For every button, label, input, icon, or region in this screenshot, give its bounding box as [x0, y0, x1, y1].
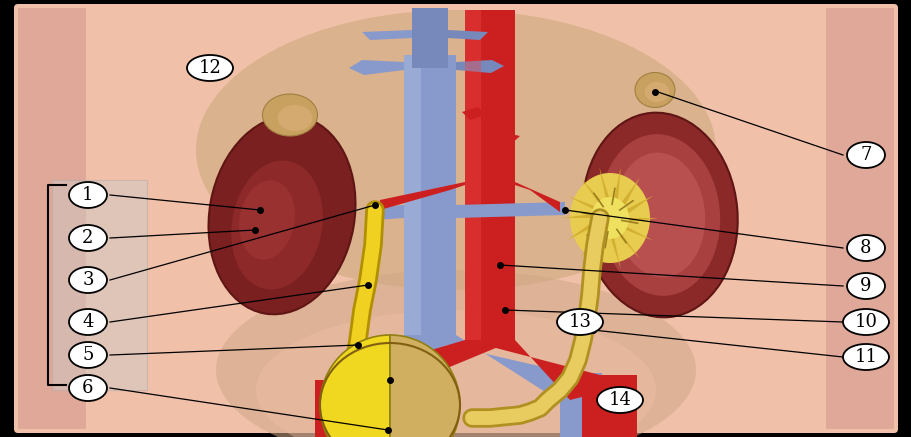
- Polygon shape: [609, 218, 657, 222]
- Polygon shape: [404, 335, 578, 395]
- Text: 14: 14: [608, 391, 630, 409]
- Polygon shape: [609, 218, 620, 269]
- Ellipse shape: [842, 309, 888, 335]
- Polygon shape: [609, 218, 652, 240]
- Ellipse shape: [262, 94, 317, 136]
- Polygon shape: [515, 182, 559, 212]
- FancyBboxPatch shape: [52, 180, 147, 390]
- Polygon shape: [609, 218, 640, 259]
- Bar: [360, 378, 402, 437]
- Ellipse shape: [69, 225, 107, 251]
- Ellipse shape: [239, 180, 294, 260]
- Ellipse shape: [846, 273, 884, 299]
- Polygon shape: [380, 182, 465, 210]
- Bar: [559, 373, 601, 437]
- Ellipse shape: [557, 309, 602, 335]
- Ellipse shape: [846, 142, 884, 168]
- Polygon shape: [349, 60, 404, 75]
- Polygon shape: [330, 340, 515, 400]
- Polygon shape: [360, 335, 456, 395]
- Ellipse shape: [597, 387, 642, 413]
- Ellipse shape: [590, 197, 629, 239]
- Ellipse shape: [614, 153, 704, 277]
- Ellipse shape: [634, 73, 674, 108]
- Text: 12: 12: [199, 59, 221, 77]
- Ellipse shape: [69, 182, 107, 208]
- Bar: [465, 10, 515, 340]
- Polygon shape: [579, 177, 609, 218]
- Bar: [465, 10, 480, 340]
- Polygon shape: [566, 195, 609, 218]
- Bar: [314, 380, 370, 437]
- Ellipse shape: [277, 105, 312, 131]
- Polygon shape: [362, 30, 412, 40]
- Ellipse shape: [69, 309, 107, 335]
- Ellipse shape: [196, 10, 715, 290]
- Ellipse shape: [842, 344, 888, 370]
- Polygon shape: [374, 205, 404, 220]
- Bar: [412, 8, 447, 68]
- Bar: [581, 375, 636, 437]
- Ellipse shape: [644, 82, 669, 102]
- Bar: [404, 55, 456, 335]
- Text: 4: 4: [82, 313, 94, 331]
- Polygon shape: [456, 202, 565, 218]
- Ellipse shape: [69, 267, 107, 293]
- Polygon shape: [456, 60, 504, 73]
- Ellipse shape: [256, 310, 655, 437]
- Polygon shape: [609, 177, 640, 218]
- Text: 7: 7: [859, 146, 871, 164]
- FancyBboxPatch shape: [14, 4, 897, 433]
- Polygon shape: [462, 107, 486, 120]
- Ellipse shape: [216, 270, 695, 437]
- Bar: [404, 55, 421, 335]
- Text: 6: 6: [82, 379, 94, 397]
- Polygon shape: [494, 132, 519, 145]
- Polygon shape: [609, 167, 620, 218]
- FancyBboxPatch shape: [18, 8, 86, 429]
- Wedge shape: [320, 335, 390, 437]
- Polygon shape: [465, 340, 599, 400]
- Text: 1: 1: [82, 186, 94, 204]
- Ellipse shape: [187, 55, 232, 81]
- Ellipse shape: [209, 116, 355, 314]
- Polygon shape: [599, 167, 609, 218]
- Ellipse shape: [581, 113, 737, 317]
- Ellipse shape: [69, 375, 107, 401]
- Polygon shape: [579, 218, 609, 259]
- FancyBboxPatch shape: [825, 8, 893, 429]
- Text: 13: 13: [568, 313, 591, 331]
- Text: 11: 11: [854, 348, 876, 366]
- Ellipse shape: [69, 342, 107, 368]
- Text: 3: 3: [82, 271, 94, 289]
- Polygon shape: [599, 218, 609, 269]
- Ellipse shape: [231, 160, 322, 289]
- Text: 8: 8: [859, 239, 871, 257]
- Ellipse shape: [846, 235, 884, 261]
- Text: 9: 9: [859, 277, 871, 295]
- Polygon shape: [447, 30, 487, 40]
- Polygon shape: [609, 195, 652, 218]
- Text: 2: 2: [82, 229, 94, 247]
- Polygon shape: [566, 218, 609, 240]
- Polygon shape: [561, 214, 609, 218]
- Text: 10: 10: [854, 313, 876, 331]
- Text: 5: 5: [82, 346, 94, 364]
- Ellipse shape: [599, 134, 720, 296]
- Wedge shape: [390, 335, 459, 437]
- Ellipse shape: [569, 173, 650, 263]
